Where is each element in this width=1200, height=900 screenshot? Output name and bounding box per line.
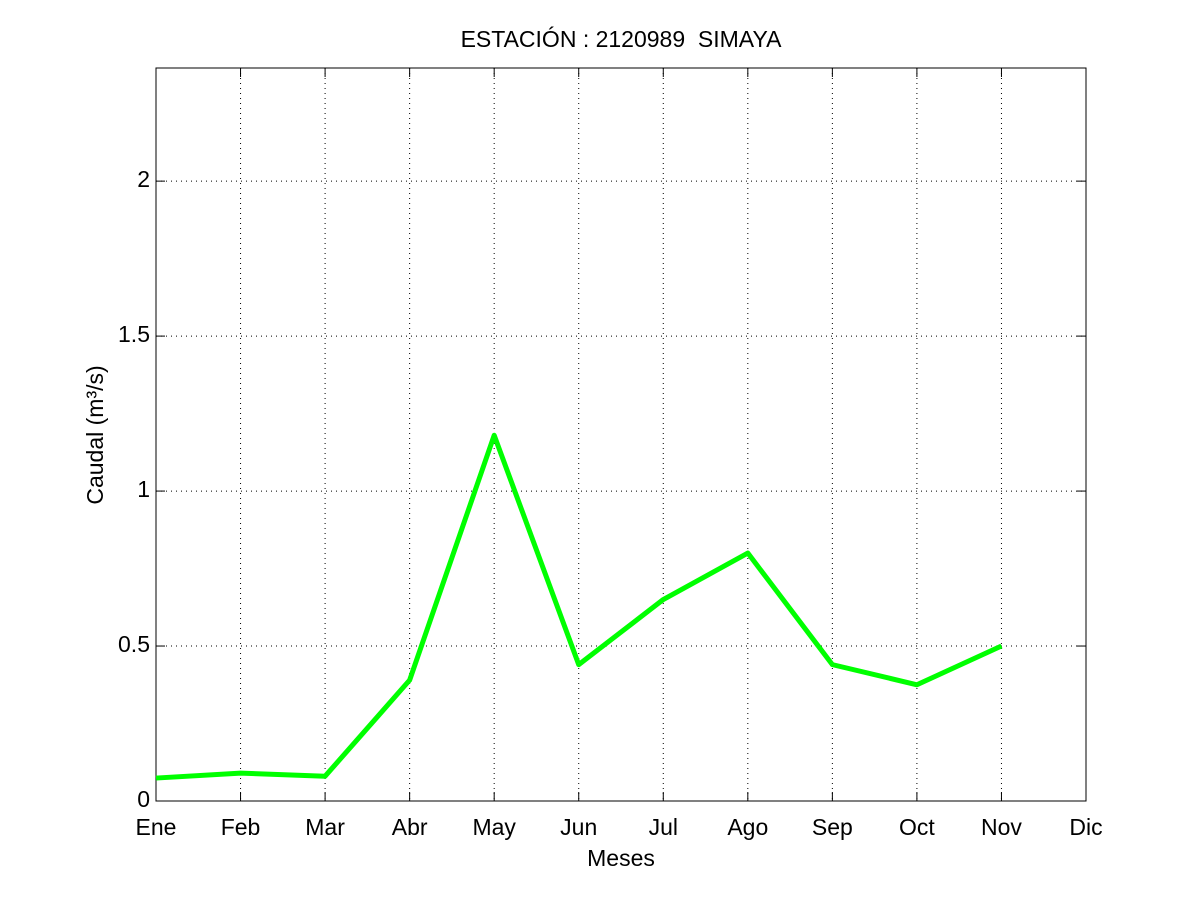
y-tick-label: 1.5 (118, 321, 150, 347)
y-tick-label: 0 (137, 786, 150, 812)
x-tick-label: Oct (899, 814, 935, 840)
x-tick-label: Ene (136, 814, 177, 840)
x-tick-label: Feb (221, 814, 261, 840)
x-tick-label: Jul (649, 814, 678, 840)
y-tick-label: 0.5 (118, 631, 150, 657)
x-tick-label: Abr (392, 814, 428, 840)
x-tick-label: May (472, 814, 516, 840)
chart-title: ESTACIÓN : 2120989 SIMAYA (461, 26, 783, 52)
x-axis-label: Meses (587, 845, 655, 871)
y-axis-label: Caudal (m³/s) (82, 365, 108, 504)
x-tick-label: Ago (727, 814, 768, 840)
y-tick-label: 1 (137, 476, 150, 502)
plot-frame (155, 67, 1087, 802)
x-tick-label: Dic (1069, 814, 1102, 840)
x-tick-label: Nov (981, 814, 1022, 840)
x-tick-label: Mar (305, 814, 345, 840)
y-tick-label: 2 (137, 166, 150, 192)
data-line (155, 432, 1003, 781)
x-tick-label: Jun (560, 814, 597, 840)
x-tick-label: Sep (812, 814, 853, 840)
